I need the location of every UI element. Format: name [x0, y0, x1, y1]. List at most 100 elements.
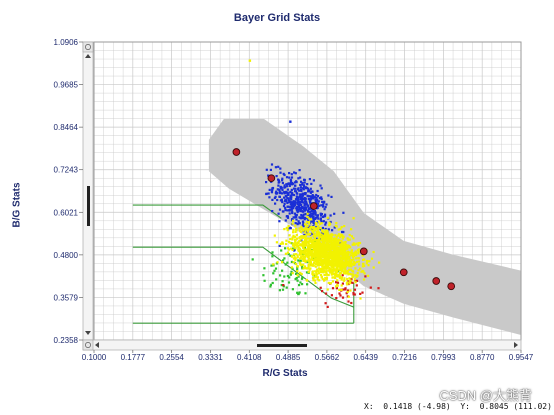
data-point [313, 273, 316, 276]
data-point [291, 267, 294, 270]
data-point [312, 219, 315, 222]
data-point [296, 245, 299, 248]
data-point [352, 291, 355, 295]
data-point [317, 225, 320, 228]
data-point [326, 305, 329, 308]
data-point [290, 266, 293, 269]
data-point [289, 247, 292, 250]
data-point [294, 224, 297, 227]
data-point [295, 218, 298, 221]
vertical-scroll-thumb[interactable] [87, 186, 90, 226]
scroll-down-arrow-icon[interactable] [85, 331, 91, 335]
data-point [306, 183, 309, 186]
data-point [294, 222, 297, 225]
data-point [329, 240, 332, 243]
data-point [341, 267, 344, 270]
vertical-scrollbar[interactable] [82, 41, 94, 341]
data-point [283, 186, 286, 189]
data-point [334, 259, 337, 262]
data-point [302, 235, 306, 239]
data-point [322, 248, 325, 251]
data-point [267, 192, 270, 195]
data-point [282, 259, 285, 262]
plot-area [93, 41, 522, 341]
data-point [323, 257, 326, 260]
data-point [283, 257, 286, 260]
data-point [348, 238, 351, 241]
scroll-zoom-icon[interactable] [82, 41, 94, 53]
data-point [298, 249, 302, 252]
data-point [308, 257, 311, 260]
data-point [333, 252, 336, 255]
data-point [341, 274, 344, 277]
data-point [339, 246, 342, 249]
data-point [288, 226, 291, 229]
data-point [335, 287, 338, 290]
data-point [315, 268, 319, 271]
data-point [342, 230, 345, 234]
data-point [308, 243, 311, 247]
data-point [297, 292, 300, 296]
data-point [311, 243, 314, 246]
data-point [348, 272, 352, 275]
data-point [340, 278, 343, 281]
data-point [289, 237, 292, 241]
horizontal-scroll-thumb[interactable] [257, 344, 307, 347]
data-point [307, 270, 310, 273]
data-point [300, 196, 303, 199]
outline-regions [132, 204, 355, 324]
data-point [307, 251, 310, 254]
data-point [314, 211, 317, 214]
data-point [348, 258, 351, 261]
data-point [319, 274, 323, 277]
data-point [352, 273, 355, 276]
data-point [302, 259, 305, 262]
scroll-up-arrow-icon[interactable] [85, 54, 91, 58]
scroll-right-arrow-icon[interactable] [514, 342, 518, 348]
data-point [321, 200, 324, 203]
data-point [361, 254, 364, 257]
data-point [324, 229, 327, 232]
data-point [290, 203, 293, 206]
data-point [273, 234, 276, 237]
data-point [357, 269, 360, 272]
data-point [325, 203, 328, 206]
data-point [331, 276, 334, 279]
data-point [284, 191, 287, 194]
data-point [335, 285, 338, 288]
data-point [315, 200, 318, 204]
data-point [343, 261, 346, 264]
data-point [299, 197, 302, 200]
data-point [342, 241, 345, 244]
data-point [298, 203, 301, 206]
data-point [341, 248, 344, 251]
data-point [318, 233, 321, 236]
data-point [312, 252, 315, 255]
data-point [295, 192, 298, 195]
data-point [294, 200, 297, 203]
data-point [322, 203, 325, 206]
data-point [289, 178, 292, 181]
data-point [283, 173, 286, 177]
data-point [291, 210, 294, 213]
scroll-left-arrow-icon[interactable] [95, 342, 99, 348]
calibration-point [359, 247, 368, 256]
data-point [361, 269, 364, 272]
data-point [287, 248, 290, 251]
horizontal-scrollbar[interactable] [82, 339, 522, 351]
data-point [358, 241, 362, 245]
data-point [300, 243, 303, 246]
data-point [319, 217, 322, 220]
h-scroll-zoom-icon[interactable] [82, 339, 94, 351]
data-point [301, 283, 304, 286]
data-point [286, 188, 289, 191]
data-point [355, 284, 358, 287]
data-point [286, 215, 289, 218]
data-point [344, 240, 347, 244]
data-point [330, 254, 333, 257]
data-point [290, 173, 293, 176]
x-axis-label: R/G Stats [262, 368, 308, 379]
data-point [293, 212, 296, 215]
data-point [337, 260, 340, 263]
data-point [324, 277, 327, 280]
